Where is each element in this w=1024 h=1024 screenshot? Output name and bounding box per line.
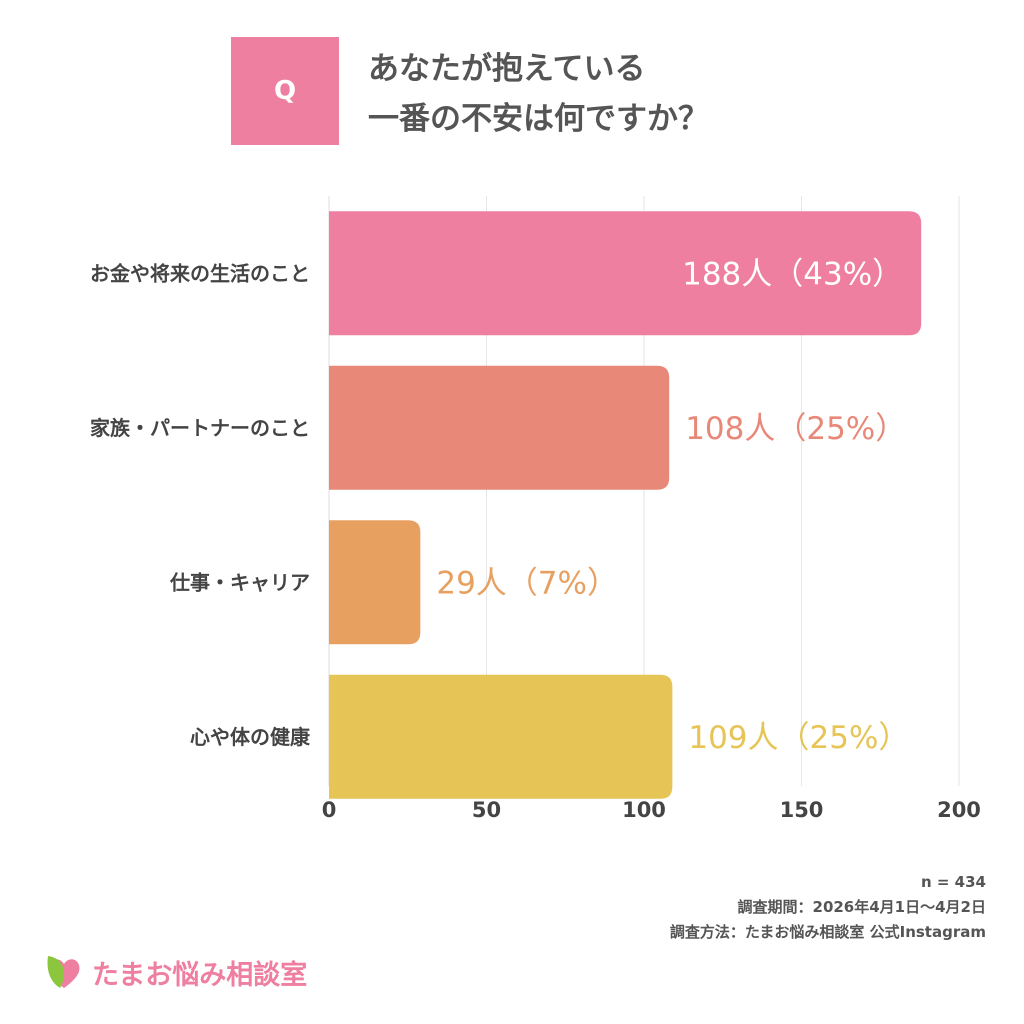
x-tick-label: 50	[472, 798, 501, 822]
survey-notes: n = 434 調査期間：2026年4月1日〜4月2日 調査方法：たまお悩み相談…	[670, 870, 986, 945]
bar-chart: 0 50 100 150 200 お金や将来の生活のこと 188人（43%） 家族・パートナー…	[90, 196, 981, 822]
data-label: 108人（25%）	[685, 411, 906, 447]
x-tick-label: 200	[937, 798, 981, 822]
data-label: 188人（43%）	[682, 256, 903, 292]
question-title: あなたが抱えている 一番の不安は何ですか？	[368, 44, 709, 144]
category-label: 家族・パートナーのこと	[90, 416, 310, 440]
x-tick-label: 100	[622, 798, 666, 822]
logo: たまお悩み相談室	[44, 952, 307, 992]
heart-leaf-icon	[47, 956, 80, 988]
bar	[329, 674, 673, 799]
logo-text: たまお悩み相談室	[92, 959, 308, 991]
survey-method: 調査方法：たまお悩み相談室 公式Instagram	[669, 923, 986, 941]
x-tick-label: 0	[322, 798, 337, 822]
category-label: 心や体の健康	[190, 725, 311, 749]
question-badge: Q	[231, 37, 339, 145]
data-label: 109人（25%）	[688, 720, 909, 756]
data-label: 29人（7%）	[436, 565, 618, 601]
question-line-2: 一番の不安は何ですか？	[368, 101, 709, 137]
question-line-1: あなたが抱えている	[368, 51, 646, 87]
sample-size: n = 434	[920, 873, 986, 891]
category-label: お金や将来の生活のこと	[90, 261, 310, 285]
bar	[329, 211, 922, 336]
x-tick-label: 150	[780, 798, 824, 822]
category-label: 仕事・キャリア	[169, 570, 310, 594]
bar	[329, 365, 670, 490]
bar	[329, 520, 421, 645]
survey-period: 調査期間：2026年4月1日〜4月2日	[737, 898, 987, 916]
